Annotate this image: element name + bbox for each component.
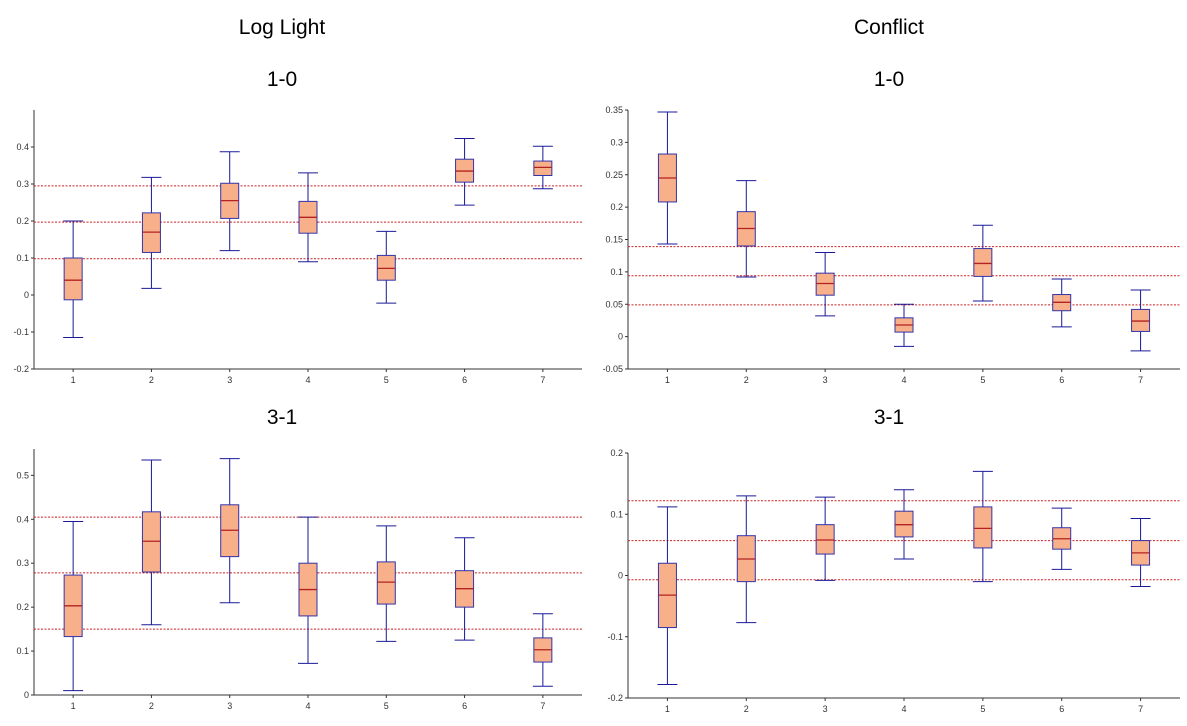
box-iqr — [973, 506, 993, 549]
y-tick-label: 0.4 — [16, 514, 29, 524]
x-tick-label: 2 — [744, 375, 749, 385]
panel-title-conflict-1-0: 1-0 — [873, 68, 905, 91]
box-iqr — [533, 160, 553, 176]
y-tick-label: 0.1 — [16, 646, 29, 656]
y-tick-label: -0.1 — [13, 327, 29, 337]
box-iqr — [141, 511, 161, 573]
box-group-3 — [815, 251, 836, 317]
box-group-1 — [657, 111, 678, 245]
column-title-log-light: Log Light — [238, 16, 326, 39]
x-tick-label: 5 — [980, 704, 985, 714]
box-group-1 — [657, 506, 678, 686]
box-group-4 — [298, 516, 318, 664]
box-group-7 — [1130, 518, 1151, 588]
box-group-6 — [454, 137, 475, 206]
boxplot-light-3-1: 0 0.1 0.2 0.3 0.4 0.5 1 2 3 4 5 6 7 — [16, 449, 582, 711]
box-group-6 — [454, 537, 475, 641]
x-tick-label: 6 — [462, 701, 467, 711]
x-tick-label: 2 — [149, 701, 154, 711]
box-group-1 — [63, 520, 84, 692]
x-tick-label: 4 — [305, 375, 310, 385]
boxplot-conflict-1-0: -0.05 0 0.05 0.1 0.15 0.2 0.25 0.3 0.35 1 2 3 4 5 6 7 — [602, 105, 1180, 385]
panel-title-light-3-1: 3-1 — [266, 406, 298, 429]
x-tick-label: 3 — [227, 375, 232, 385]
x-tick-label: 1 — [665, 375, 670, 385]
box-group-1 — [63, 220, 84, 339]
boxplot-light-1-0: -0.2 -0.1 0 0.1 0.2 0.3 0.4 1 2 3 4 5 6 7 — [13, 110, 582, 385]
y-tick-label: 0.25 — [605, 170, 623, 180]
y-tick-label: 0.5 — [16, 470, 29, 480]
y-tick-label: -0.1 — [607, 632, 623, 642]
x-tick-label: 7 — [540, 701, 545, 711]
x-tick-label: 5 — [980, 375, 985, 385]
x-tick-label: 2 — [149, 375, 154, 385]
box-group-2 — [736, 495, 757, 624]
y-tick-label: 0.1 — [610, 267, 623, 277]
column-title-conflict: Conflict — [853, 16, 925, 39]
box-group-3 — [219, 458, 240, 604]
x-tick-label: 6 — [1059, 375, 1064, 385]
boxplot-conflict-3-1: -0.2 -0.1 0 0.1 0.2 1 2 3 4 5 6 7 — [607, 448, 1180, 714]
box-group-6 — [1051, 507, 1072, 570]
y-tick-label: 0 — [24, 690, 29, 700]
box-group-7 — [532, 613, 553, 687]
y-tick-label: 0.1 — [610, 509, 623, 519]
box-group-3 — [219, 151, 240, 252]
box-group-5 — [376, 230, 397, 304]
y-tick-label: 0.3 — [610, 137, 623, 147]
y-tick-label: 0.1 — [16, 253, 29, 263]
x-tick-label: 3 — [227, 701, 232, 711]
box-group-2 — [141, 176, 162, 289]
x-tick-label: 2 — [744, 704, 749, 714]
box-group-2 — [736, 180, 757, 278]
y-tick-label: 0.05 — [605, 299, 623, 309]
y-tick-label: 0.4 — [16, 142, 29, 152]
y-tick-label: 0.3 — [16, 558, 29, 568]
box-group-4 — [894, 303, 914, 347]
x-tick-label: 3 — [823, 375, 828, 385]
box-group-2 — [141, 459, 162, 626]
y-tick-label: 0.2 — [610, 202, 623, 212]
box-group-5 — [972, 224, 993, 302]
y-tick-label: 0 — [618, 571, 623, 581]
box-iqr — [376, 561, 396, 605]
box-group-6 — [1051, 278, 1072, 328]
y-tick-label: 0.2 — [610, 448, 623, 458]
box-group-3 — [815, 496, 836, 581]
box-group-4 — [298, 172, 318, 263]
y-tick-label: 0.35 — [605, 105, 623, 115]
box-iqr — [973, 248, 993, 277]
box-iqr — [63, 257, 83, 301]
x-tick-label: 4 — [305, 701, 310, 711]
x-tick-label: 3 — [823, 704, 828, 714]
y-tick-label: 0.2 — [16, 216, 29, 226]
box-group-4 — [894, 489, 914, 560]
x-tick-label: 6 — [462, 375, 467, 385]
x-tick-label: 4 — [901, 704, 906, 714]
x-tick-label: 5 — [384, 701, 389, 711]
x-tick-label: 4 — [901, 375, 906, 385]
x-tick-label: 7 — [540, 375, 545, 385]
x-tick-label: 7 — [1138, 704, 1143, 714]
y-tick-label: -0.2 — [607, 693, 623, 703]
y-tick-label: 0.15 — [605, 235, 623, 245]
box-group-7 — [532, 145, 553, 190]
y-tick-label: -0.2 — [13, 364, 29, 374]
y-tick-label: 0.3 — [16, 179, 29, 189]
x-tick-label: 6 — [1059, 704, 1064, 714]
y-tick-label: 0.2 — [16, 602, 29, 612]
panel-title-light-1-0: 1-0 — [266, 68, 298, 91]
x-tick-label: 1 — [71, 375, 76, 385]
y-tick-label: 0 — [24, 290, 29, 300]
x-tick-label: 1 — [71, 701, 76, 711]
box-group-7 — [1130, 289, 1151, 352]
box-group-5 — [972, 470, 993, 583]
box-group-5 — [376, 525, 397, 642]
panel-title-conflict-3-1: 3-1 — [873, 406, 905, 429]
x-tick-label: 1 — [665, 704, 670, 714]
x-tick-label: 7 — [1138, 375, 1143, 385]
x-tick-label: 5 — [384, 375, 389, 385]
y-tick-label: -0.05 — [602, 364, 623, 374]
y-tick-label: 0 — [618, 332, 623, 342]
